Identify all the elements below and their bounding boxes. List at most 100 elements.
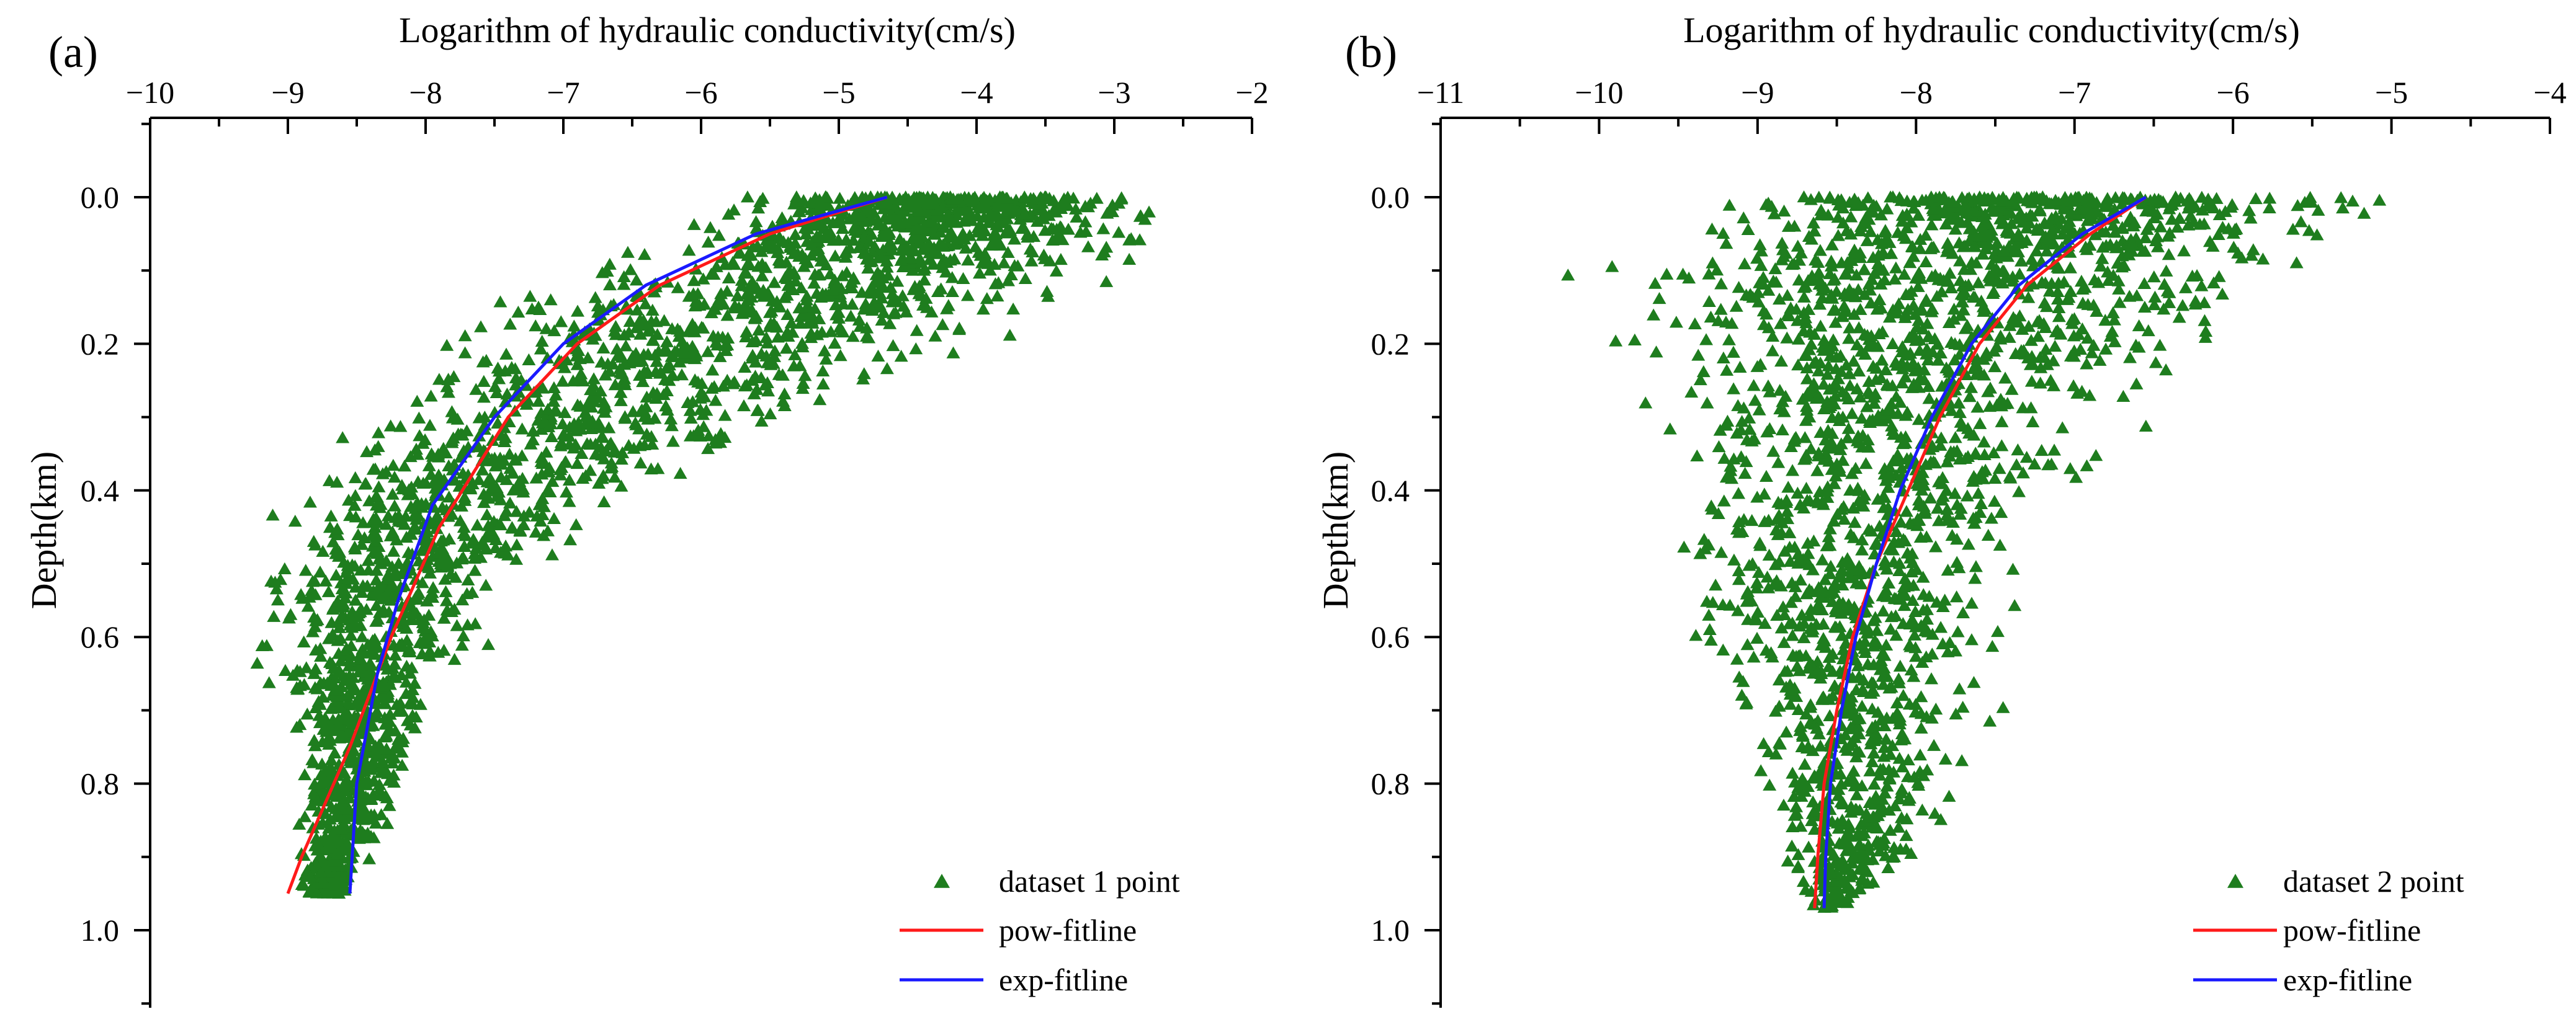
data-point bbox=[795, 340, 810, 353]
data-point bbox=[457, 520, 471, 533]
data-point bbox=[558, 456, 572, 468]
data-point bbox=[2074, 275, 2088, 287]
data-point bbox=[1735, 415, 1749, 427]
panel-label-a: (a) bbox=[48, 27, 98, 77]
data-point bbox=[1956, 606, 1970, 619]
data-point bbox=[509, 538, 524, 551]
data-point bbox=[2062, 218, 2076, 230]
data-point bbox=[1776, 243, 1790, 256]
data-point bbox=[1943, 636, 1957, 649]
y-tick-label: 1.0 bbox=[81, 913, 120, 948]
data-point bbox=[2021, 351, 2036, 363]
data-point bbox=[2108, 226, 2122, 238]
data-point bbox=[1918, 295, 1933, 307]
data-point bbox=[1869, 730, 1883, 742]
data-point bbox=[458, 529, 473, 541]
data-point bbox=[857, 246, 871, 258]
data-point bbox=[1684, 385, 1699, 398]
x-tick-label: −6 bbox=[2217, 75, 2250, 110]
data-point bbox=[1894, 515, 1908, 528]
data-point bbox=[540, 351, 555, 364]
data-point bbox=[927, 196, 941, 209]
data-point bbox=[617, 278, 631, 290]
data-point bbox=[1745, 513, 1759, 527]
data-point bbox=[749, 215, 763, 228]
data-point bbox=[1952, 236, 1966, 249]
data-point bbox=[740, 258, 754, 271]
data-point bbox=[307, 734, 321, 746]
data-point bbox=[835, 269, 849, 282]
x-tick-label: −6 bbox=[684, 75, 717, 110]
data-point bbox=[1735, 688, 1749, 701]
data-point bbox=[1850, 382, 1864, 394]
data-point bbox=[308, 620, 322, 633]
data-point bbox=[1806, 216, 1820, 229]
data-point bbox=[581, 351, 595, 363]
data-point bbox=[425, 629, 439, 642]
data-point bbox=[342, 659, 356, 672]
data-point bbox=[738, 379, 752, 392]
data-point bbox=[2086, 298, 2101, 311]
data-point bbox=[1858, 814, 1872, 827]
data-point bbox=[1862, 624, 1876, 636]
data-point bbox=[1955, 754, 1969, 766]
data-point bbox=[380, 742, 394, 755]
data-point bbox=[1801, 273, 1815, 287]
data-point bbox=[476, 375, 491, 387]
data-point bbox=[1797, 631, 1811, 644]
data-point bbox=[1023, 242, 1037, 255]
data-point bbox=[1756, 737, 1771, 749]
data-point bbox=[619, 339, 633, 352]
data-point bbox=[1974, 497, 1988, 510]
data-point bbox=[894, 254, 908, 266]
data-point bbox=[1807, 327, 1822, 340]
data-point bbox=[933, 225, 947, 238]
data-point bbox=[330, 476, 344, 488]
data-point bbox=[1727, 553, 1741, 566]
data-point bbox=[705, 363, 720, 376]
data-point bbox=[534, 342, 548, 355]
data-point bbox=[1926, 440, 1940, 453]
data-point bbox=[1969, 560, 1983, 572]
data-point bbox=[937, 219, 951, 232]
data-point bbox=[1018, 272, 1032, 285]
data-point bbox=[1008, 203, 1022, 216]
data-point bbox=[695, 376, 709, 389]
data-point bbox=[816, 377, 830, 389]
data-point bbox=[909, 342, 923, 355]
data-point bbox=[1895, 376, 1909, 389]
data-point bbox=[1796, 772, 1810, 784]
panel-label-b: (b) bbox=[1345, 27, 1397, 77]
data-point bbox=[1944, 445, 1958, 458]
data-point bbox=[1895, 783, 1909, 795]
data-point bbox=[787, 197, 802, 210]
data-point bbox=[2294, 215, 2308, 228]
data-point bbox=[882, 226, 897, 238]
data-point bbox=[1869, 538, 1883, 550]
data-point bbox=[2091, 276, 2106, 288]
data-point bbox=[356, 516, 370, 528]
data-point bbox=[2024, 252, 2039, 265]
data-point bbox=[1984, 512, 1998, 524]
data-point bbox=[633, 439, 647, 451]
data-point bbox=[429, 522, 444, 534]
data-point bbox=[372, 426, 386, 438]
data-point bbox=[378, 658, 393, 670]
data-point bbox=[2008, 313, 2023, 326]
data-point bbox=[885, 239, 899, 251]
data-point bbox=[2095, 252, 2109, 264]
data-point bbox=[2222, 222, 2236, 234]
data-point bbox=[2185, 269, 2199, 282]
data-point bbox=[1710, 263, 1724, 276]
data-point bbox=[377, 691, 391, 703]
data-point bbox=[843, 241, 857, 254]
data-point bbox=[455, 593, 470, 606]
data-point bbox=[2142, 218, 2157, 231]
data-point bbox=[722, 271, 736, 283]
data-point bbox=[1872, 768, 1887, 781]
data-point bbox=[666, 369, 680, 381]
data-point bbox=[1849, 788, 1864, 801]
data-point bbox=[1773, 317, 1787, 329]
data-point bbox=[1791, 358, 1805, 371]
data-point bbox=[1738, 257, 1752, 270]
